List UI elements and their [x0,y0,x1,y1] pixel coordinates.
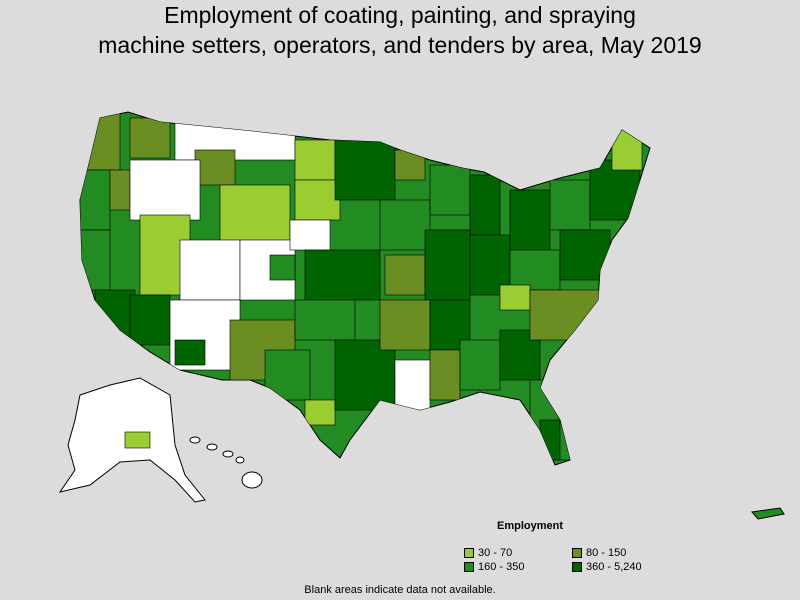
area-region [469,174,501,236]
area-region [174,339,206,366]
legend-title: Employment [496,520,563,532]
map-title-line-1: Employment of coating, painting, and spr… [164,2,636,28]
area-region [269,254,296,281]
area-region [429,164,471,216]
area-region [80,229,111,291]
area-region [294,299,356,341]
area-region [394,149,426,181]
area-region [294,139,336,181]
area-region [129,159,201,221]
legend-item: 160 - 350 [464,561,524,573]
legend-swatch [572,562,582,572]
area-region [80,112,121,171]
area-region [424,229,471,301]
area-region [499,284,531,311]
area-region [459,339,501,391]
area-region [559,229,611,281]
area-region [129,117,171,159]
area-regions [80,112,643,461]
area-region [294,179,341,221]
area-region [289,219,331,251]
area-region [384,254,426,296]
area-region [219,184,291,246]
puerto-rico [751,507,785,520]
area-region [334,339,396,411]
map-title: Employment of coating, painting, and spr… [0,0,800,60]
area-region [194,149,236,186]
legend-label: 30 - 70 [478,547,513,559]
legend-label: 80 - 150 [586,547,627,559]
legend-swatch [464,562,474,572]
legend-item: 80 - 150 [572,547,626,559]
area-region [394,359,431,411]
area-region [509,189,551,251]
area-region [304,399,336,426]
area-region [334,139,396,201]
area-region [129,294,171,346]
legend-swatch [464,548,474,558]
area-region [94,289,136,341]
area-region [179,239,241,301]
legend-label: 160 - 350 [478,561,525,573]
legend-item: 30 - 70 [464,547,512,559]
area-region [80,169,111,231]
area-region [304,249,381,301]
area-region [509,249,561,291]
area-region [379,199,431,251]
area-region [429,349,461,401]
area-region [379,299,431,351]
legend: Employment 30 - 70 80 - 150 160 - 350 36… [462,520,682,573]
area-region [611,129,643,171]
area-region [264,349,311,401]
alaska-area [124,431,151,449]
map-title-line-2: machine setters, operators, and tenders … [98,32,702,58]
area-region [529,289,601,341]
area-region [109,169,131,211]
legend-item: 360 - 5,240 [572,561,642,573]
legend-swatch [572,548,582,558]
footnote: Blank areas indicate data not available. [304,584,496,596]
legend-label: 360 - 5,240 [586,561,642,573]
area-region [549,179,591,231]
hawaii-islands [189,436,263,489]
